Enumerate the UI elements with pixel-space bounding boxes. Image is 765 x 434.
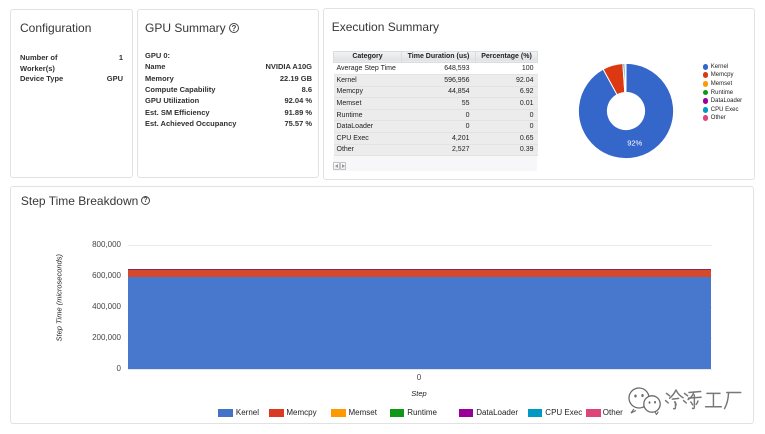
svg-text:92%: 92% [627,138,642,147]
